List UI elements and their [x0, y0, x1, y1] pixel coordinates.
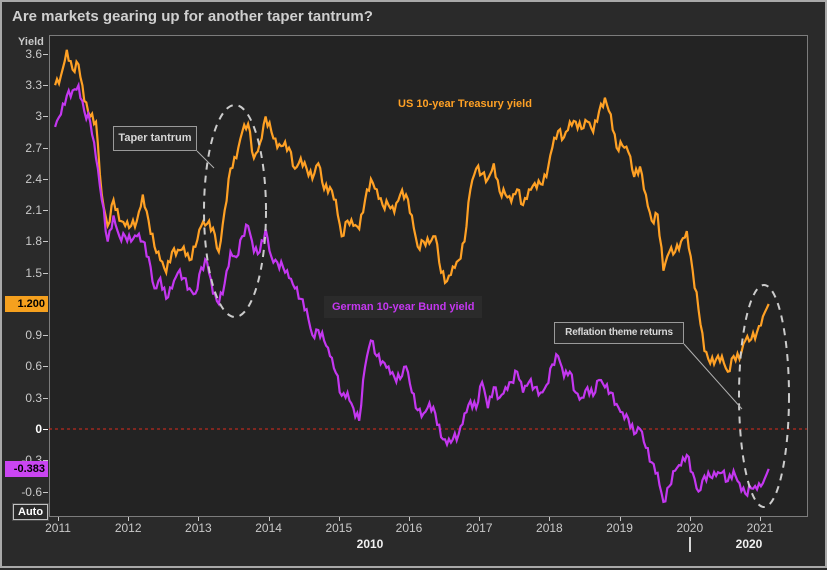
y-tick-label: 3.3 — [25, 78, 42, 93]
y-tick-mark — [43, 85, 48, 87]
y-tick-mark — [43, 460, 48, 462]
x-tick-mark — [338, 517, 340, 521]
y-tick-label: 1.5 — [25, 265, 42, 280]
decade-label: 2020 — [735, 537, 763, 551]
x-tick-mark — [58, 517, 59, 521]
annotation-taper-tantrum[interactable]: Taper tantrum — [113, 126, 197, 151]
y-tick-label: 0 — [35, 422, 42, 436]
y-tick-mark — [43, 178, 48, 180]
x-tick-label: 2021 — [746, 521, 774, 535]
y-axis-value-tag-us-treasury[interactable]: 1.200 — [5, 295, 48, 312]
y-tick-label: 1.8 — [25, 234, 42, 249]
y-tick-mark — [43, 366, 48, 368]
y-tick-label: 2.7 — [25, 140, 42, 155]
series-label-us-treasury: US 10-year Treasury yield — [398, 98, 532, 110]
y-tick-label: 3 — [35, 109, 42, 124]
y-tick-mark — [43, 335, 48, 337]
y-tick-mark — [43, 241, 48, 243]
y-tick-mark — [43, 116, 48, 118]
y-tick-label: 0.3 — [25, 390, 42, 405]
x-tick-mark — [268, 517, 270, 521]
y-tick-mark — [43, 491, 48, 493]
y-tick-label: 2.4 — [25, 171, 42, 186]
decade-divider — [689, 537, 691, 552]
y-tick-mark — [43, 397, 48, 399]
x-tick-mark — [619, 517, 621, 521]
x-tick-label: 2020 — [676, 521, 704, 535]
x-tick-label: 2016 — [395, 521, 423, 535]
y-tick-label: -0.6 — [21, 484, 42, 499]
y-tick-label: 2.1 — [25, 203, 42, 218]
x-tick-label: 2015 — [325, 521, 353, 535]
x-tick-mark — [198, 517, 200, 521]
x-tick-label: 2014 — [255, 521, 282, 535]
decade-label: 2010 — [356, 537, 384, 551]
auto-scale-button[interactable]: Auto — [11, 503, 50, 521]
y-tick-mark — [43, 53, 48, 55]
x-tick-label: 2017 — [465, 521, 493, 535]
y-axis-label: Yield — [18, 36, 44, 48]
x-tick-label: 2019 — [606, 521, 633, 535]
x-tick-mark — [760, 517, 761, 521]
y-tick-mark — [43, 147, 48, 149]
series-label-german-bund: German 10-year Bund yield — [324, 296, 483, 318]
y-axis-value-tag-german-bund[interactable]: -0.383 — [5, 460, 48, 477]
x-tick-label: 2012 — [114, 521, 142, 535]
y-tick-label: 0.9 — [25, 328, 42, 343]
x-tick-mark — [689, 517, 691, 521]
y-tick-label: 0.6 — [25, 359, 42, 374]
y-tick-mark — [43, 210, 48, 212]
y-tick-label: 3.6 — [25, 46, 42, 61]
x-tick-label: 2018 — [536, 521, 563, 535]
x-tick-mark — [479, 517, 481, 521]
x-tick-mark — [128, 517, 130, 521]
chart-title: Are markets gearing up for another taper… — [12, 8, 373, 25]
x-tick-label: 2013 — [185, 521, 212, 535]
x-tick-label: 2011 — [45, 521, 71, 535]
y-tick-mark — [43, 429, 48, 430]
x-tick-mark — [549, 517, 551, 521]
x-tick-mark — [409, 517, 410, 521]
annotation-reflation-theme-returns[interactable]: Reflation theme returns — [554, 322, 684, 344]
y-tick-mark — [43, 272, 48, 274]
